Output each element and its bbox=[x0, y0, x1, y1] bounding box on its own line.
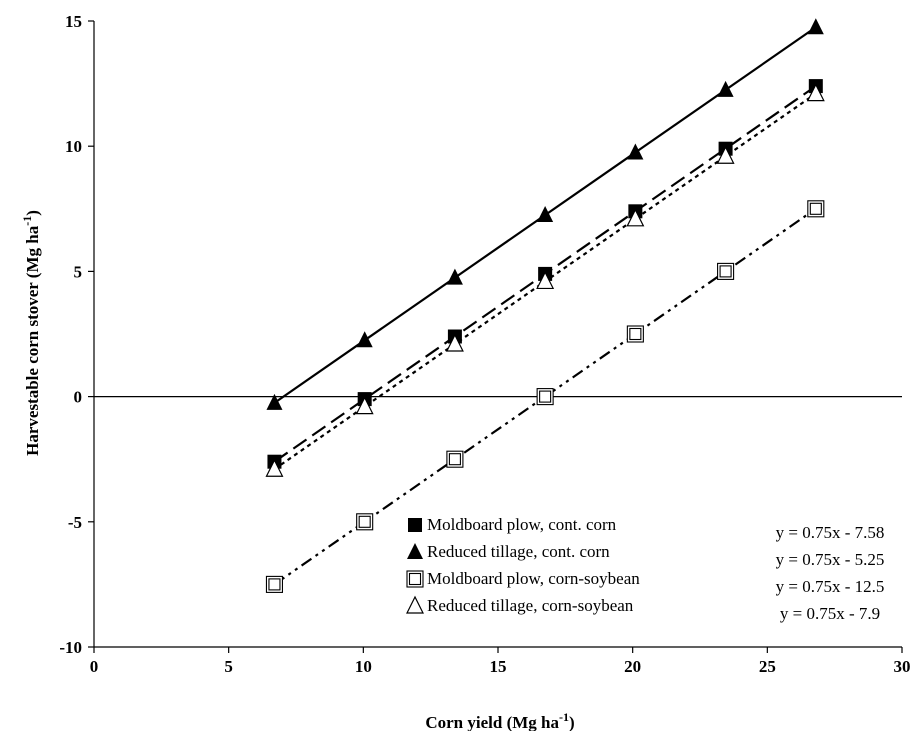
legend-label-series-4: Reduced tillage, corn-soybean bbox=[427, 596, 634, 615]
open-square-inner bbox=[268, 578, 281, 591]
open-triangle-point-marker bbox=[445, 333, 464, 352]
x-tick-label: 20 bbox=[624, 657, 641, 676]
open-square-point-marker bbox=[717, 262, 735, 280]
y-tick-label: 15 bbox=[65, 12, 82, 31]
square-point-marker bbox=[408, 518, 422, 532]
open-square-outer bbox=[717, 262, 735, 280]
y-tick-labels: 15 10 5 0 -5 -10 bbox=[59, 12, 82, 657]
y-tick-label: 5 bbox=[74, 262, 83, 281]
legend-key-series-3 bbox=[406, 570, 424, 588]
open-square-point-marker bbox=[536, 388, 554, 406]
triangle-point-marker bbox=[537, 206, 554, 223]
open-square-outer bbox=[406, 570, 424, 588]
y-tick-label: -5 bbox=[68, 513, 82, 532]
x-tick-label: 25 bbox=[759, 657, 776, 676]
axes bbox=[88, 20, 903, 653]
open-square-inner bbox=[358, 515, 371, 528]
y-tick-label: 10 bbox=[65, 137, 82, 156]
open-square-inner bbox=[408, 572, 422, 586]
triangle-point-marker bbox=[446, 268, 463, 285]
open-triangle-point-marker bbox=[806, 83, 825, 102]
open-square-outer bbox=[265, 575, 284, 593]
open-triangle-point-marker bbox=[626, 208, 645, 227]
triangle-point-marker bbox=[356, 331, 373, 348]
equation-series-1: y = 0.75x - 7.58 bbox=[776, 523, 885, 542]
equation-series-4: y = 0.75x - 7.9 bbox=[780, 604, 880, 623]
trend-lines bbox=[273, 26, 817, 586]
x-axis-label: Corn yield (Mg ha-1) bbox=[425, 710, 574, 731]
open-square-point-marker bbox=[807, 200, 825, 218]
x-tick-label: 10 bbox=[355, 657, 372, 676]
open-square-inner bbox=[539, 390, 552, 403]
equation-series-2: y = 0.75x - 5.25 bbox=[776, 550, 885, 569]
x-tick-label: 15 bbox=[490, 657, 507, 676]
open-triangle-point-marker bbox=[265, 458, 284, 477]
open-square-inner bbox=[629, 327, 642, 341]
series-4-points bbox=[265, 83, 825, 477]
open-triangle-point-marker bbox=[406, 595, 424, 614]
triangle-point-marker bbox=[807, 18, 824, 35]
open-square-inner bbox=[719, 265, 732, 278]
regression-equations: y = 0.75x - 7.58 y = 0.75x - 5.25 y = 0.75… bbox=[776, 523, 885, 623]
open-square-inner bbox=[448, 453, 461, 466]
open-square-outer bbox=[536, 388, 554, 406]
open-triangle-point-marker bbox=[355, 396, 374, 415]
open-triangle-point-marker bbox=[536, 271, 555, 290]
open-triangle-point-marker bbox=[716, 145, 735, 164]
series-2-points bbox=[266, 18, 824, 410]
legend-label-series-3: Moldboard plow, corn-soybean bbox=[427, 569, 640, 588]
legend: Moldboard plow, cont. corn Reduced tillag… bbox=[406, 515, 640, 615]
triangle-point-marker bbox=[717, 80, 734, 97]
x-tick-labels: 0 5 10 15 20 25 30 bbox=[90, 657, 911, 676]
legend-key-series-1 bbox=[408, 518, 422, 532]
legend-key-series-2 bbox=[407, 543, 423, 559]
triangle-point-marker bbox=[627, 143, 644, 160]
y-axis-label: Harvestable corn stover (Mg ha-1) bbox=[20, 210, 42, 456]
data-points bbox=[265, 18, 825, 593]
open-square-point-marker bbox=[265, 575, 284, 593]
open-square-outer bbox=[446, 450, 464, 468]
y-tick-label: -10 bbox=[59, 638, 82, 657]
series-3-points bbox=[265, 200, 825, 593]
triangle-point-marker bbox=[266, 393, 283, 410]
open-square-outer bbox=[626, 325, 644, 343]
x-tick-label: 5 bbox=[224, 657, 233, 676]
open-square-point-marker bbox=[626, 325, 644, 343]
legend-label-series-2: Reduced tillage, cont. corn bbox=[427, 542, 610, 561]
open-square-point-marker bbox=[446, 450, 464, 468]
open-square-point-marker bbox=[356, 513, 374, 531]
triangle-point-marker bbox=[407, 543, 423, 559]
legend-key-series-4 bbox=[406, 595, 424, 614]
equation-series-3: y = 0.75x - 12.5 bbox=[776, 577, 885, 596]
open-square-outer bbox=[356, 513, 374, 531]
y-tick-label: 0 bbox=[74, 388, 83, 407]
open-square-point-marker bbox=[406, 570, 424, 588]
x-tick-label: 30 bbox=[894, 657, 911, 676]
open-square-outer bbox=[807, 200, 825, 218]
legend-label-series-1: Moldboard plow, cont. corn bbox=[427, 515, 617, 534]
x-tick-label: 0 bbox=[90, 657, 99, 676]
open-square-inner bbox=[809, 202, 822, 215]
